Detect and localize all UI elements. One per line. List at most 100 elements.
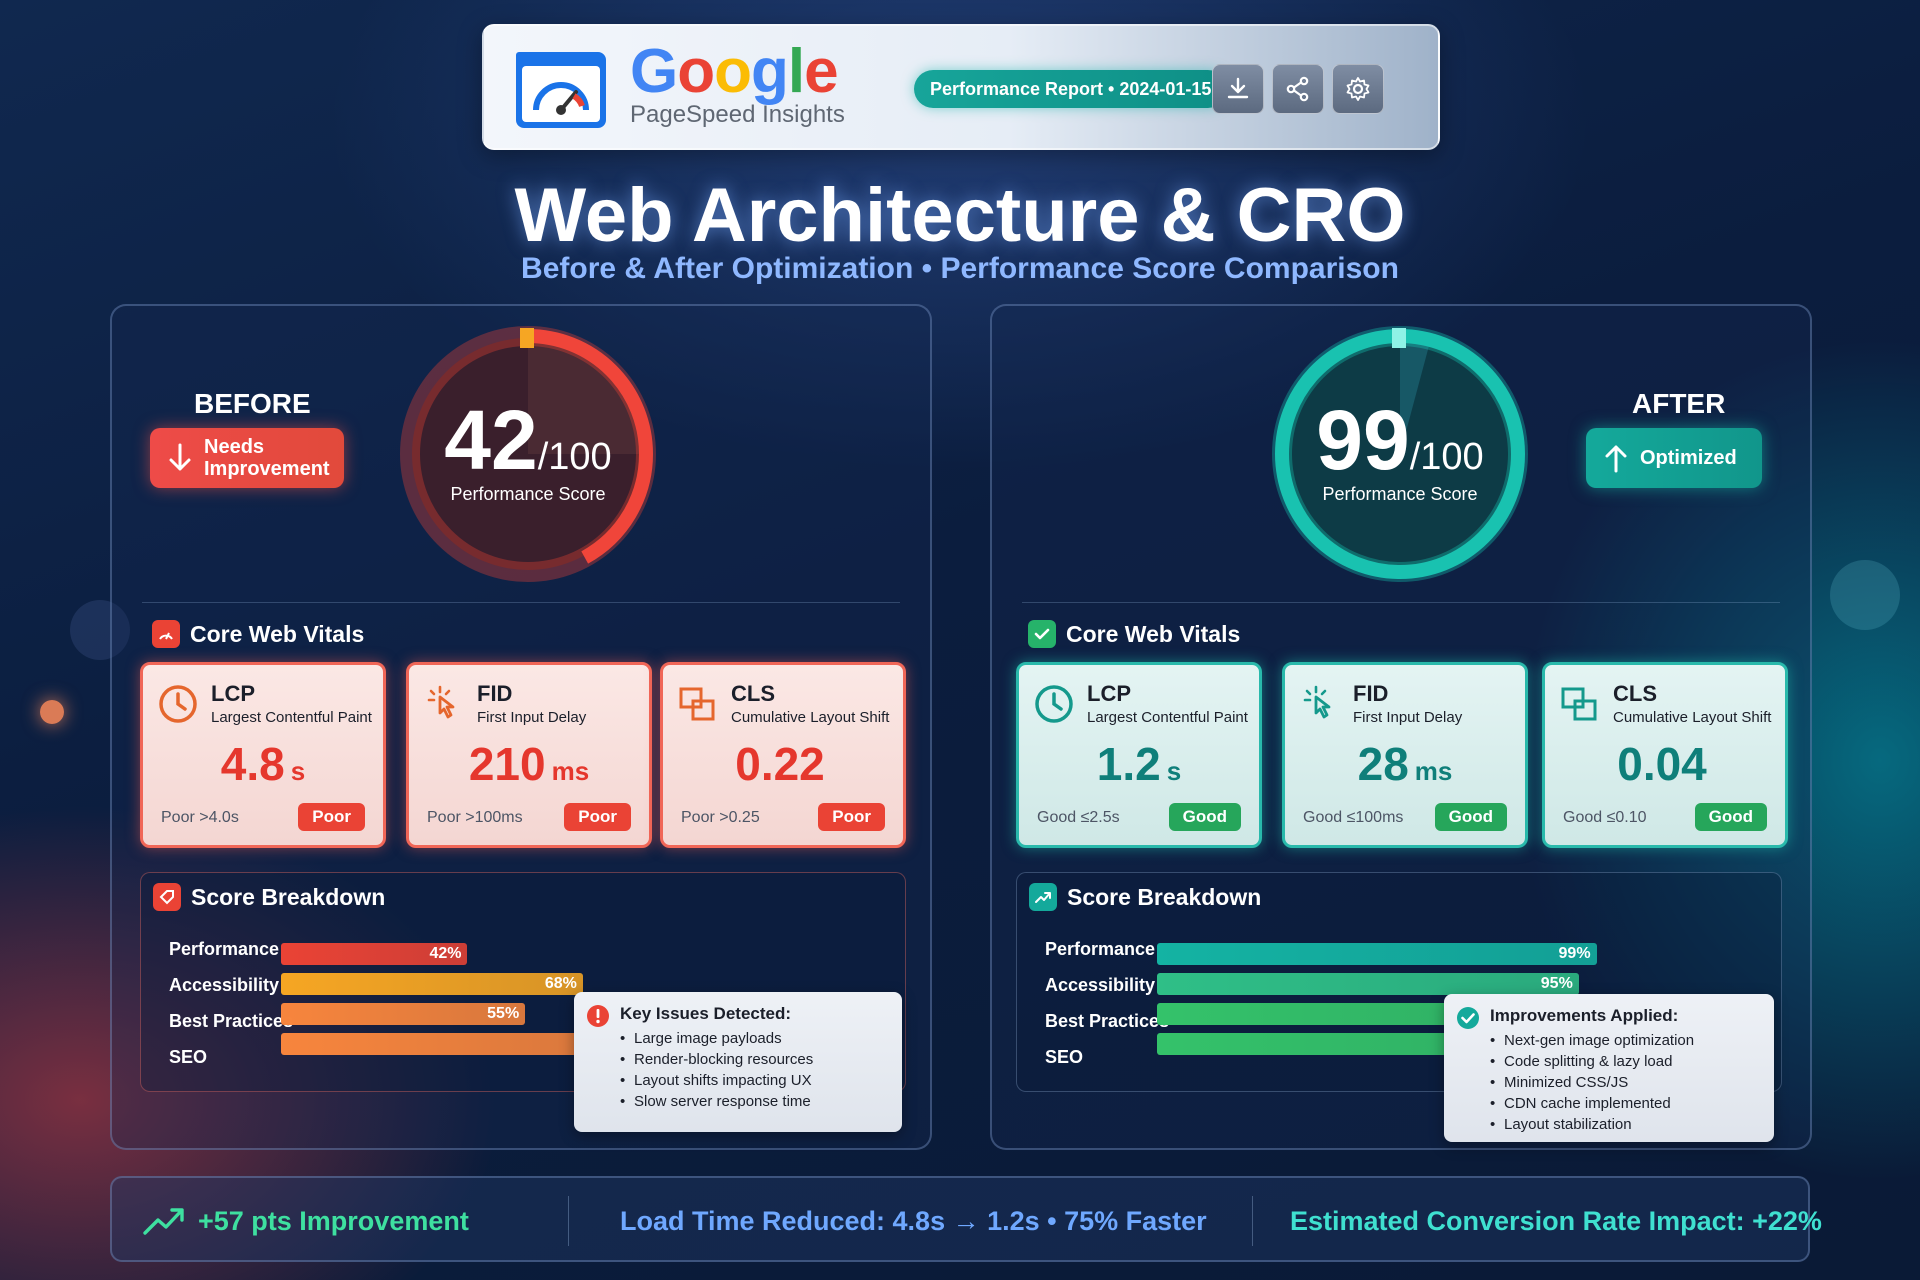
before-score-denominator: /100 <box>537 436 612 478</box>
after-score-label: Performance Score <box>1322 484 1478 504</box>
share-icon <box>1286 76 1309 102</box>
list-item: Code splitting & lazy load <box>1490 1051 1760 1072</box>
download-icon <box>1227 77 1249 99</box>
breakdown-bar-accessibility: 68% <box>281 973 583 995</box>
page-title: Web Architecture & CRO <box>514 173 1406 258</box>
before-score-label: Performance Score <box>450 484 606 504</box>
clock-icon <box>159 685 197 723</box>
optimized-badge: Optimized <box>1586 428 1762 488</box>
after-score-text: 99/100 <box>1270 392 1530 489</box>
share-button[interactable] <box>1272 64 1324 114</box>
vital-status-badge: Poor <box>564 803 631 831</box>
status-line-2: Improvement <box>204 458 330 480</box>
bokeh-orb <box>1830 560 1900 630</box>
vital-card-lcp: LCP Largest Contentful Paint 4.8 s Poor >… <box>140 662 386 848</box>
layout-shift-icon <box>1561 687 1597 721</box>
vital-abbr: FID <box>477 681 513 706</box>
vital-threshold: Good ≤100ms <box>1303 809 1404 826</box>
breakdown-bar-seo: 75% <box>281 1033 614 1055</box>
breakdown-bar-accessibility: 95% <box>1157 973 1579 995</box>
list-item: Large image payloads <box>620 1028 888 1049</box>
google-logo: Google <box>630 36 845 107</box>
vital-name: Cumulative Layout Shift <box>731 709 890 726</box>
breakdown-label-seo: SEO <box>169 1047 208 1067</box>
after-label: AFTER <box>1632 388 1726 419</box>
brand-letter: g <box>750 37 789 106</box>
after-score-denominator: /100 <box>1409 436 1484 478</box>
settings-button[interactable] <box>1332 64 1384 114</box>
vital-name: First Input Delay <box>1353 709 1463 726</box>
vital-value: 28 ms <box>1357 738 1453 790</box>
list-item: Next-gen image optimization <box>1490 1030 1760 1051</box>
footer-divider <box>568 1196 569 1246</box>
check-icon <box>1028 620 1056 648</box>
gear-icon <box>1346 77 1370 101</box>
breakdown-label-seo: SEO <box>1045 1047 1084 1067</box>
brand-letter: o <box>714 37 752 106</box>
before-score-value: 42 <box>444 393 538 487</box>
breakdown-percent: 55% <box>487 1005 520 1022</box>
breakdown-label-best-practices: Best Practices <box>1045 1011 1170 1031</box>
bokeh-orb <box>40 700 64 724</box>
trend-up-icon <box>1029 883 1057 911</box>
breakdown-percent: 99% <box>1558 945 1591 962</box>
clock-icon <box>1035 685 1073 723</box>
breakdown-label-accessibility: Accessibility <box>169 975 280 995</box>
vital-threshold: Poor >4.0s <box>161 809 239 826</box>
panel-divider <box>1022 602 1780 603</box>
page-subtitle: Before & After Optimization • Performanc… <box>521 252 1399 285</box>
breakdown-label-accessibility: Accessibility <box>1045 975 1156 995</box>
before-score-gauge: 42/100 Performance Score <box>398 324 658 584</box>
panel-divider <box>142 602 900 603</box>
download-button[interactable] <box>1212 64 1264 114</box>
breakdown-bar-performance: 42% <box>281 943 468 965</box>
after-score-value: 99 <box>1316 393 1410 487</box>
pointer-click-icon <box>427 685 455 719</box>
footer-divider <box>1252 1196 1253 1246</box>
callout-title: Improvements Applied: <box>1490 1006 1679 1025</box>
brand-subtitle: PageSpeed Insights <box>630 101 845 129</box>
breakdown-percent: 68% <box>544 975 577 992</box>
section-title-text: Score Breakdown <box>1067 883 1262 910</box>
brand-letter: l <box>787 37 805 106</box>
app-header: Google PageSpeed Insights Performance Re… <box>482 24 1440 150</box>
vital-card-lcp: LCP Largest Contentful Paint 1.2 s Good ≤… <box>1016 662 1262 848</box>
before-score-breakdown: Score Breakdown Performance Accessibilit… <box>140 872 906 1092</box>
breakdown-label-best-practices: Best Practices <box>169 1011 294 1031</box>
breakdown-bar-best-practices: 55% <box>281 1003 526 1025</box>
status-line-1: Needs <box>204 436 265 458</box>
pagespeed-app-icon <box>516 52 606 128</box>
list-item: CDN cache implemented <box>1490 1093 1760 1114</box>
callout-list: Next-gen image optimizationCode splittin… <box>1490 1030 1760 1135</box>
vital-abbr: CLS <box>731 681 775 706</box>
vital-card-cls: CLS Cumulative Layout Shift 0.04 Good ≤0… <box>1542 662 1788 848</box>
speedometer-icon <box>152 620 180 648</box>
trend-up-icon <box>143 1208 184 1235</box>
improvements-callout: Improvements Applied: Next-gen image opt… <box>1444 994 1774 1142</box>
vital-abbr: LCP <box>1087 681 1131 706</box>
vital-threshold: Poor >100ms <box>427 809 523 826</box>
list-item: Layout shifts impacting UX <box>620 1070 888 1091</box>
vital-value: 0.04 <box>1617 738 1707 790</box>
breakdown-title: Score Breakdown <box>153 883 385 911</box>
brand-letter: o <box>677 37 715 106</box>
after-score-gauge: 99/100 Performance Score <box>1270 324 1530 584</box>
status-line-1: Optimized <box>1640 446 1737 469</box>
vital-abbr: LCP <box>211 681 255 706</box>
callout-title: Key Issues Detected: <box>620 1004 792 1023</box>
vital-status-badge: Good <box>1168 803 1241 831</box>
vital-threshold: Poor >0.25 <box>681 809 760 826</box>
arrow-down-icon <box>169 443 191 471</box>
after-panel: AFTER Optimized 99/100 Performance Score… <box>990 304 1812 1150</box>
breakdown-bar-performance: 99% <box>1157 943 1597 965</box>
vital-status-badge: Good <box>1694 803 1767 831</box>
breakdown-title: Score Breakdown <box>1029 883 1261 911</box>
bokeh-orb <box>70 600 130 660</box>
brand-wordmark: Google PageSpeed Insights <box>630 36 845 129</box>
vital-abbr: CLS <box>1613 681 1657 706</box>
arrow-up-icon <box>1605 445 1627 473</box>
needs-improvement-badge: Needs Improvement <box>150 428 344 488</box>
vital-name: Largest Contentful Paint <box>211 709 372 726</box>
callout-list: Large image payloadsRender-blocking reso… <box>620 1028 888 1112</box>
summary-footer: +57 pts Improvement Load Time Reduced: 4… <box>110 1176 1822 1262</box>
